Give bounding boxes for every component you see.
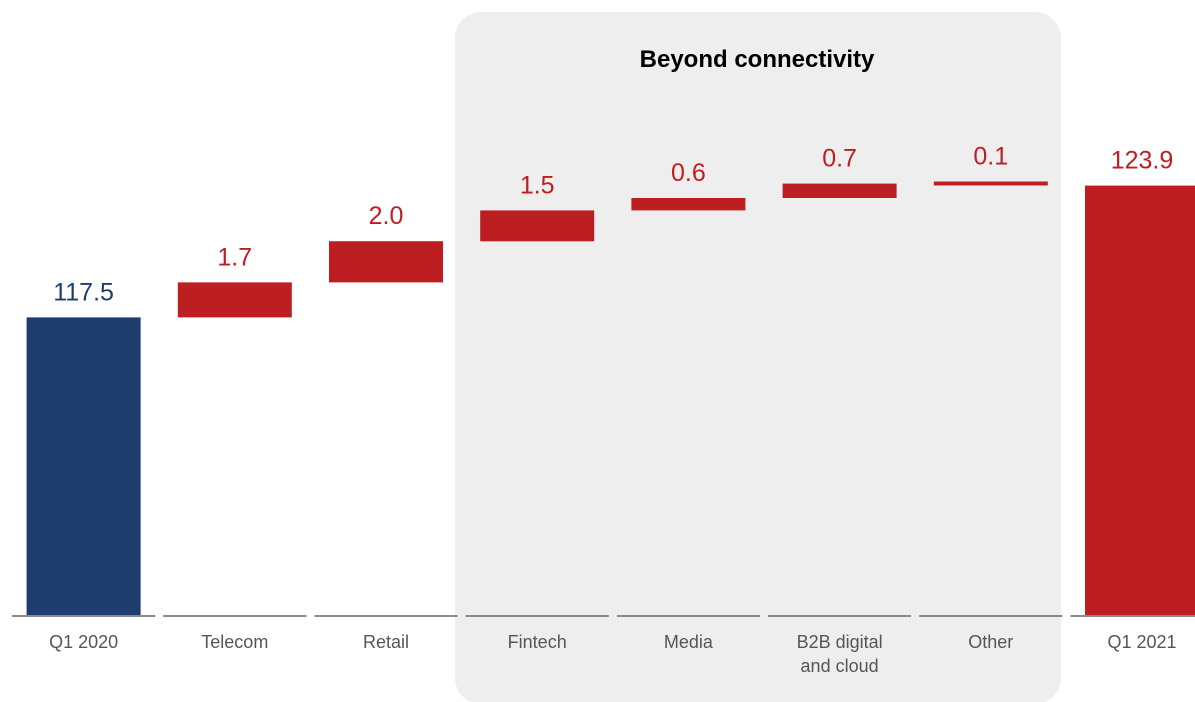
- bar-other: [933, 181, 1048, 186]
- category-labels-layer: Q1 2020 Telecom Retail Fintech Media B2B digi…: [49, 632, 1176, 676]
- category-label-telecom: Telecom: [201, 632, 268, 652]
- category-label-fintech: Fintech: [508, 632, 567, 652]
- bar-fintech: [480, 210, 595, 242]
- value-labels-layer: 117.5 1.7 2.0 1.5 0.6 0.7 0.1 123.9: [53, 143, 1173, 307]
- value-label-telecom: 1.7: [217, 243, 252, 271]
- category-label-media: Media: [664, 632, 714, 652]
- beyond-connectivity-panel: [455, 12, 1061, 702]
- bars-layer: [26, 181, 1195, 616]
- category-label-b2b-digital-and-cloud: B2B digital and cloud: [797, 632, 883, 676]
- bar-q1-2021: [1085, 185, 1195, 616]
- bar-telecom: [177, 282, 292, 318]
- value-label-b2b-digital-and-cloud: 0.7: [822, 145, 857, 173]
- category-label-q1-2021: Q1 2021: [1107, 632, 1176, 652]
- category-label-q1-2020: Q1 2020: [49, 632, 118, 652]
- bar-retail: [329, 241, 443, 283]
- group-title: Beyond connectivity: [640, 46, 875, 73]
- category-label-other: Other: [968, 632, 1013, 652]
- value-label-q1-2020: 117.5: [53, 278, 114, 306]
- value-label-retail: 2.0: [369, 202, 404, 230]
- bar-q1-2020: [26, 317, 141, 616]
- bar-b2b-digital-and-cloud: [782, 183, 897, 198]
- bar-media: [631, 198, 746, 211]
- value-label-other: 0.1: [973, 143, 1008, 171]
- category-label-retail: Retail: [363, 632, 409, 652]
- value-label-q1-2021: 123.9: [1111, 147, 1174, 175]
- value-label-fintech: 1.5: [520, 171, 555, 199]
- value-label-media: 0.6: [671, 159, 706, 187]
